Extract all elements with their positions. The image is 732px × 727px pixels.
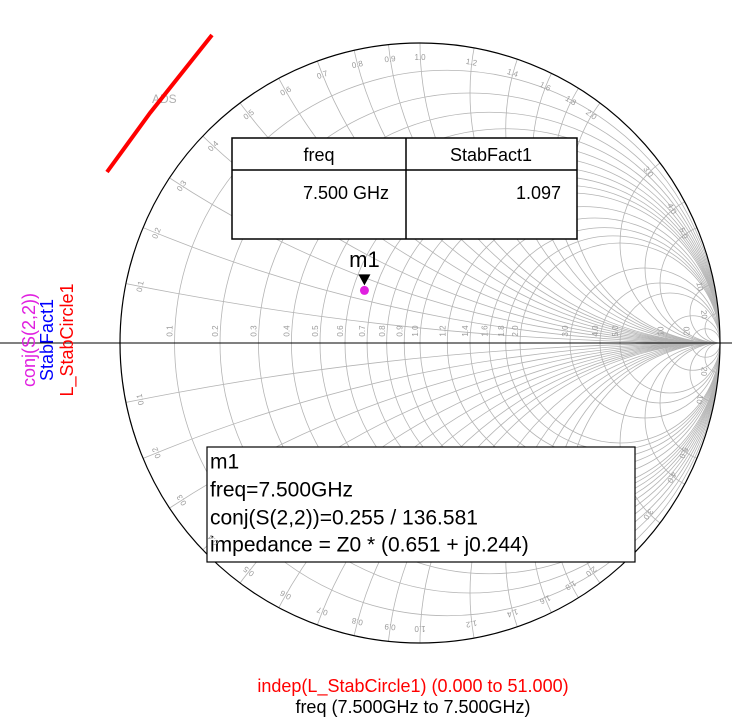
table-border <box>231 137 578 240</box>
reactance-label: 0.1 <box>135 393 146 406</box>
marker-readout: m1 freq=7.500GHz conj(S(2,2))=0.255 / 13… <box>206 446 636 563</box>
marker-point <box>359 285 369 295</box>
reactance-arc <box>659 222 720 344</box>
readout-box <box>206 446 636 563</box>
resistance-label: 0.6 <box>336 325 345 337</box>
reactance-label: 0.6 <box>278 588 293 601</box>
reactance-label: 2.0 <box>584 108 599 122</box>
table-header: StabFact1 <box>450 145 532 165</box>
readout-line: m1 <box>210 451 239 474</box>
reactance-label: 1.4 <box>506 67 520 79</box>
reactance-label: 1.2 <box>465 618 478 629</box>
resistance-label: 2.0 <box>511 325 520 337</box>
reactance-arc <box>619 142 720 344</box>
stability-circle <box>105 33 214 174</box>
resistance-label: 0.2 <box>211 325 220 337</box>
reactance-arc <box>689 342 720 404</box>
reactance-label: 1.6 <box>538 80 552 93</box>
resistance-label: 4.0 <box>591 325 600 337</box>
resistance-label: 3.0 <box>561 325 570 337</box>
reactance-arc <box>644 192 720 344</box>
resistance-label: 0.4 <box>283 325 292 337</box>
reactance-arc <box>704 312 720 344</box>
reactance-arc <box>704 342 720 374</box>
reactance-label: 0.2 <box>150 445 163 459</box>
reactance-arc <box>552 43 720 344</box>
reactance-arc <box>644 342 720 494</box>
reactance-label: 0.6 <box>279 84 294 97</box>
legend: conj(S(2,2)) StabFact1 L_StabCircle1 <box>19 283 78 396</box>
reactance-arc <box>689 282 720 344</box>
readout-line: freq=7.500GHz <box>210 479 353 502</box>
data-table: freq StabFact1 7.500 GHz 1.097 <box>231 137 578 240</box>
reactance-label: 1.4 <box>505 607 519 619</box>
reactance-label: 0.5 <box>242 107 257 121</box>
reactance-label: 1.8 <box>564 94 579 108</box>
resistance-label: 0.1 <box>166 325 175 337</box>
reactance-arc <box>505 43 720 344</box>
reactance-label: 4.0 <box>665 470 678 485</box>
reactance-label: 5.0 <box>677 446 690 460</box>
reactance-label: 0.2 <box>150 226 163 240</box>
resistance-label: 0.9 <box>395 325 404 337</box>
reactance-label: 3.0 <box>641 165 655 180</box>
resistance-label: 1.0 <box>411 325 420 337</box>
legend-entry: L_StabCircle1 <box>57 283 78 396</box>
resistance-label: 10 <box>657 326 666 335</box>
reactance-label: 3.0 <box>641 507 655 522</box>
readout-line: conj(S(2,2))=0.255 / 136.581 <box>210 507 478 530</box>
legend-entry: conj(S(2,2)) <box>19 293 39 387</box>
reactance-label: 2.0 <box>584 564 599 578</box>
resistance-label: 1.4 <box>461 325 470 337</box>
resistance-label: 5.0 <box>611 325 620 337</box>
reactance-arc <box>469 342 720 643</box>
x-axis-label: indep(L_StabCircle1) (0.000 to 51.000) <box>257 676 568 697</box>
reactance-arc <box>619 342 720 544</box>
reactance-label: 10 <box>694 281 705 292</box>
reactance-label: 5.0 <box>677 226 690 240</box>
reactance-label: 0.9 <box>383 622 396 632</box>
reactance-label: 1.0 <box>414 53 426 62</box>
marker-arrow <box>358 274 371 286</box>
reactance-label: 0.8 <box>351 59 364 70</box>
reactance-label: 0.9 <box>384 54 397 64</box>
unit-circle <box>119 42 721 644</box>
table-cell: 7.500 GHz <box>303 183 389 203</box>
resistance-label: 0.7 <box>358 325 367 337</box>
reactance-label: 20 <box>699 310 709 320</box>
reactance-label: 20 <box>699 367 709 377</box>
resistance-label: 0.8 <box>378 325 387 337</box>
resistance-label: 20 <box>683 326 692 335</box>
reactance-label: 1.0 <box>414 624 426 633</box>
reactance-label: 1.6 <box>538 593 552 606</box>
reactance-label: 1.2 <box>465 57 478 68</box>
reactance-label: 0.3 <box>175 493 189 508</box>
table-header: freq <box>303 145 334 165</box>
data-layer: m1 <box>349 247 380 295</box>
x-axis-label: freq (7.500GHz to 7.500GHz) <box>295 697 530 717</box>
readout-line: impedance = Z0 * (0.651 + j0.244) <box>210 534 529 557</box>
legend-entry: StabFact1 <box>37 299 57 381</box>
table-cell: 1.097 <box>516 183 561 203</box>
reactance-label: 0.1 <box>135 280 146 293</box>
reactance-label: 0.8 <box>350 616 363 627</box>
marker-name: m1 <box>349 247 380 272</box>
resistance-label: 0.5 <box>311 325 320 337</box>
reactance-label: 0.7 <box>315 605 329 617</box>
reactance-label: 1.8 <box>563 579 578 593</box>
reactance-arc <box>659 342 720 464</box>
resistance-label: 0.3 <box>250 325 259 337</box>
reactance-label: 10 <box>694 394 705 405</box>
resistance-label: 1.8 <box>497 325 506 337</box>
resistance-label: 1.2 <box>438 325 447 337</box>
resistance-label: 1.6 <box>480 325 489 337</box>
reactance-label: 0.5 <box>241 564 256 578</box>
reactance-arc <box>469 43 720 344</box>
reactance-label: 0.7 <box>316 69 330 81</box>
reactance-label: 0.3 <box>175 178 189 193</box>
